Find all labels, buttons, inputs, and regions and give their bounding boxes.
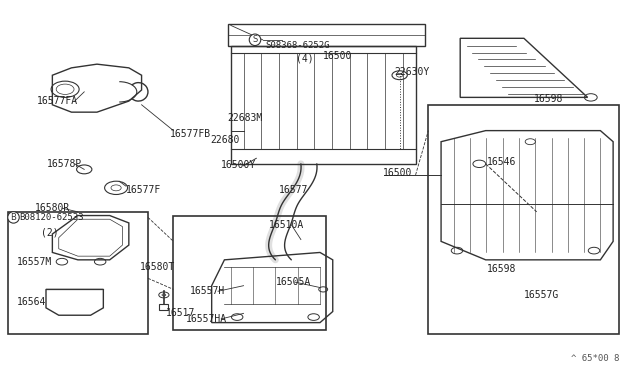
Text: 16500Y: 16500Y xyxy=(221,160,257,170)
Text: (4): (4) xyxy=(296,54,314,64)
Text: 22680: 22680 xyxy=(211,135,240,145)
Text: 16598: 16598 xyxy=(487,264,516,274)
Text: 16577FB: 16577FB xyxy=(170,129,211,139)
Text: ^ 65*00 8: ^ 65*00 8 xyxy=(571,354,620,363)
Text: 22630Y: 22630Y xyxy=(394,67,430,77)
Text: 16578P: 16578P xyxy=(47,159,83,169)
Text: 16557H: 16557H xyxy=(189,286,225,296)
Text: B: B xyxy=(10,213,17,222)
Text: 16557G: 16557G xyxy=(524,290,559,300)
Text: 16500: 16500 xyxy=(383,168,412,178)
Text: 16500: 16500 xyxy=(323,51,353,61)
Bar xyxy=(428,105,620,334)
Text: 16510A: 16510A xyxy=(269,220,304,230)
Text: S: S xyxy=(252,35,258,44)
Text: 22683M: 22683M xyxy=(228,113,263,123)
Bar xyxy=(173,215,326,330)
Text: 16598: 16598 xyxy=(534,94,563,104)
Text: 16580R: 16580R xyxy=(35,203,70,213)
Text: 16517: 16517 xyxy=(166,308,195,318)
Bar xyxy=(159,304,168,310)
Text: 16577F: 16577F xyxy=(125,185,161,195)
Text: S08368-6252G: S08368-6252G xyxy=(266,41,330,50)
Text: (2): (2) xyxy=(41,227,58,237)
Text: 16577FA: 16577FA xyxy=(36,96,77,106)
Text: 16505A: 16505A xyxy=(275,277,310,287)
Text: 16557M: 16557M xyxy=(17,257,52,267)
Bar xyxy=(8,212,148,334)
Text: 16564: 16564 xyxy=(17,297,47,307)
Text: 16557HA: 16557HA xyxy=(186,314,227,324)
Text: 16546: 16546 xyxy=(487,157,516,167)
Text: B08120-62533: B08120-62533 xyxy=(19,213,84,222)
Text: 16580T: 16580T xyxy=(140,262,175,272)
Text: 16577: 16577 xyxy=(278,185,308,195)
